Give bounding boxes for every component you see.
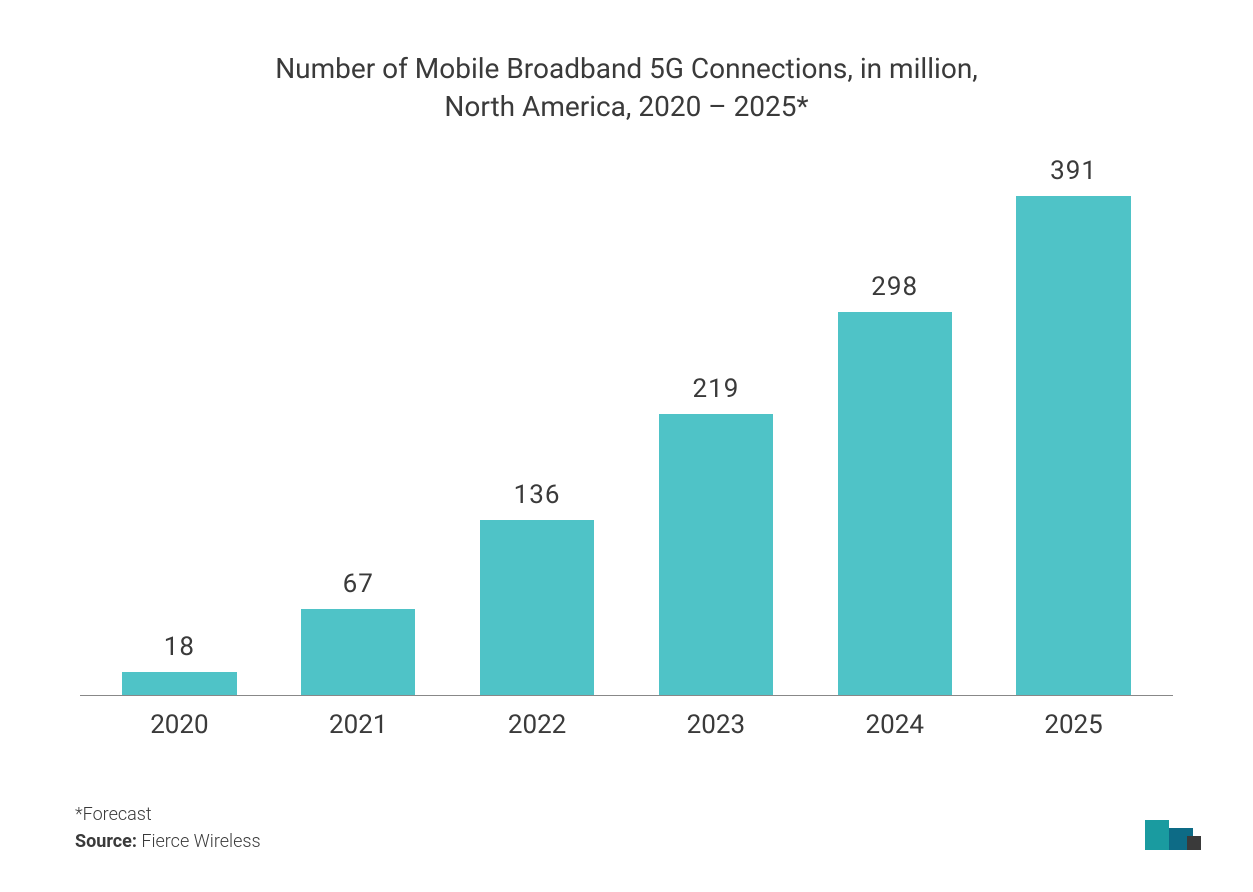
source-value: Fierce Wireless	[141, 831, 260, 852]
bar-group: 391	[984, 156, 1163, 695]
bar-group: 136	[448, 156, 627, 695]
x-axis-label: 2023	[626, 696, 805, 756]
source-label: Source:	[75, 831, 137, 852]
source-note: Source: Fierce Wireless	[75, 831, 261, 852]
bar-value-label: 18	[164, 632, 195, 662]
bar-value-label: 67	[343, 569, 374, 599]
bar-group: 18	[90, 156, 269, 695]
bar-group: 219	[626, 156, 805, 695]
bar	[838, 312, 952, 694]
bar-value-label: 136	[514, 480, 561, 510]
x-axis-label: 2020	[90, 696, 269, 756]
bar	[301, 609, 415, 695]
x-axis-label: 2025	[984, 696, 1163, 756]
bar	[659, 414, 773, 695]
x-axis-label: 2021	[269, 696, 448, 756]
bar	[122, 672, 236, 695]
bars-container: 18 67 136 219 298 391	[80, 156, 1173, 695]
x-axis: 2020 2021 2022 2023 2024 2025	[80, 696, 1173, 756]
forecast-note: *Forecast	[75, 804, 261, 825]
bar-value-label: 391	[1050, 156, 1097, 186]
bar-group: 298	[805, 156, 984, 695]
bar-value-label: 298	[871, 272, 918, 302]
chart-area: 18 67 136 219 298 391	[60, 156, 1193, 756]
x-axis-label: 2024	[805, 696, 984, 756]
plot-region: 18 67 136 219 298 391	[80, 156, 1173, 696]
bar-group: 67	[269, 156, 448, 695]
bar	[1016, 196, 1130, 695]
bar	[480, 520, 594, 695]
footnotes: *Forecast Source: Fierce Wireless	[75, 804, 261, 852]
brand-logo-icon	[1145, 820, 1201, 850]
chart-title: Number of Mobile Broadband 5G Connection…	[237, 50, 1017, 126]
x-axis-label: 2022	[448, 696, 627, 756]
bar-value-label: 219	[692, 374, 739, 404]
